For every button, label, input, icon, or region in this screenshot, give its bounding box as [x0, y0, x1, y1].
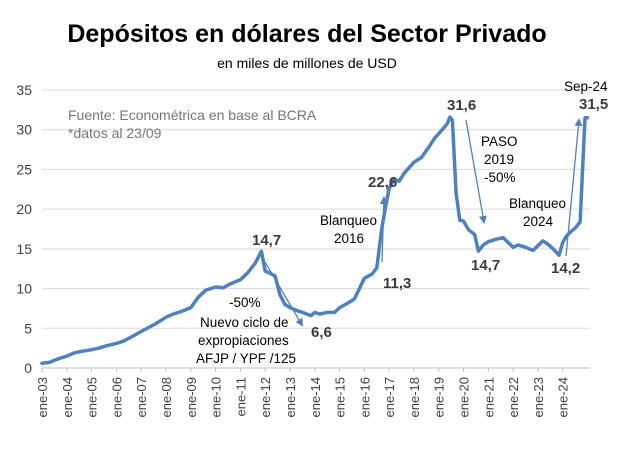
data-note: *datos al 23/09 — [68, 125, 162, 141]
x-tick-label: ene-21 — [481, 377, 496, 417]
x-tick-label: ene-11 — [233, 377, 248, 417]
x-tick-label: ene-06 — [109, 377, 124, 417]
y-tick-label: 25 — [16, 161, 32, 177]
x-tick-label: ene-12 — [258, 377, 273, 417]
x-tick-label: ene-05 — [85, 377, 100, 417]
x-tick-label: ene-10 — [209, 377, 224, 417]
annotations: 14,7 -50% Nuevo ciclo de expropiaciones … — [196, 79, 608, 366]
x-tick-label: ene-20 — [457, 377, 472, 417]
x-tick-label: ene-17 — [382, 377, 397, 417]
x-tick-label: ene-13 — [283, 377, 298, 417]
x-tick-label: ene-14 — [308, 377, 323, 417]
x-tick-label: ene-18 — [407, 377, 422, 417]
x-tick-label: ene-16 — [357, 377, 372, 417]
label-drop-text-1: Nuevo ciclo de — [200, 315, 289, 330]
arrow-drop-2011 — [264, 261, 304, 327]
label-blanqueo-2016-2: 2016 — [334, 231, 364, 246]
label-paso-2: 2019 — [484, 152, 514, 167]
annotation-arrows — [264, 118, 583, 327]
label-paso-1: PASO — [481, 134, 518, 149]
label-paso-3: -50% — [484, 170, 516, 185]
source-note: Fuente: Econométrica en base al BCRA — [68, 107, 317, 123]
grid-lines — [42, 89, 590, 369]
chart-title: Depósitos en dólares del Sector Privado — [67, 20, 546, 48]
arrow-blanqueo-2016 — [379, 196, 388, 263]
x-tick-label: ene-09 — [184, 377, 199, 417]
y-tick-label: 20 — [16, 201, 32, 217]
label-drop-text-2: expropiaciones — [198, 333, 289, 348]
x-tick-label: ene-22 — [506, 377, 521, 417]
label-peak-2016: 22,6 — [368, 174, 397, 191]
y-tick-label: 15 — [16, 241, 32, 257]
x-tick-label: ene-15 — [333, 377, 348, 417]
x-tick-label: ene-08 — [159, 377, 174, 417]
x-tick-label: ene-23 — [531, 377, 546, 417]
label-low-2016: 11,3 — [383, 275, 411, 292]
y-tick-label: 35 — [16, 82, 32, 98]
label-blanqueo-2024-1: Blanqueo — [509, 196, 566, 211]
chart-subtitle: en miles de millones de USD — [217, 55, 397, 71]
y-axis: 0 5 10 15 20 25 30 35 — [16, 82, 32, 376]
label-peak-2011: 14,7 — [252, 232, 281, 249]
label-drop-pct-2011: -50% — [229, 295, 261, 310]
label-last-value: 31,5 — [579, 96, 608, 113]
y-tick-label: 10 — [16, 281, 32, 297]
label-blanqueo-2016-1: Blanqueo — [320, 213, 377, 228]
label-peak-2019: 31,6 — [447, 97, 476, 114]
y-tick-label: 5 — [24, 320, 32, 336]
label-blanqueo-2024-2: 2024 — [523, 214, 554, 229]
label-low-2020: 14,7 — [471, 257, 500, 274]
arrow-blanqueo-2024 — [565, 118, 583, 257]
x-tick-label: ene-03 — [35, 377, 50, 417]
y-tick-label: 0 — [24, 360, 32, 376]
label-low-2023: 14,2 — [551, 260, 580, 277]
label-low-2013: 6,6 — [311, 324, 332, 341]
x-tick-label: ene-24 — [556, 377, 571, 417]
x-axis: ene-03 ene-04 ene-05 ene-06 ene-07 ene-08 ene-… — [35, 368, 571, 417]
label-drop-text-3: AFJP / YPF /125 — [196, 351, 296, 366]
x-tick-label: ene-04 — [60, 377, 75, 417]
series-line-depositos — [40, 115, 590, 365]
y-tick-label: 30 — [16, 122, 32, 138]
x-tick-label: ene-19 — [432, 377, 447, 417]
arrow-paso-2019 — [465, 119, 487, 224]
x-tick-label: ene-07 — [134, 377, 149, 417]
label-sep24: Sep-24 — [564, 79, 608, 94]
